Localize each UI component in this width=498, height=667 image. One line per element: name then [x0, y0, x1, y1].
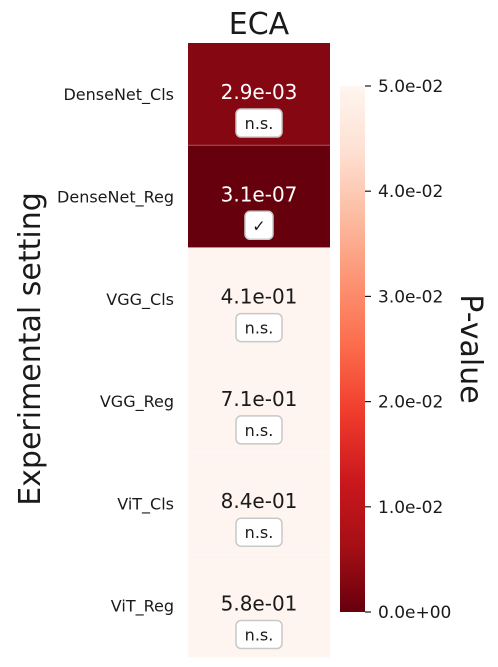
- colorbar-tick-label: 5.0e-02: [378, 77, 443, 97]
- colorbar-tick-label: 1.0e-02: [378, 498, 443, 518]
- colorbar-tick-label: 4.0e-02: [378, 182, 443, 202]
- cell-value-label: 2.9e-03: [221, 80, 298, 104]
- colorbar-tick-label: 3.0e-02: [378, 287, 443, 307]
- row-label: DenseNet_Reg: [57, 187, 174, 207]
- significance-badge: [235, 619, 283, 650]
- significance-badge: [235, 108, 283, 138]
- row-label: ViT_Reg: [111, 597, 174, 617]
- significance-badge-label: n.s.: [245, 523, 274, 542]
- significance-badge: [235, 517, 283, 547]
- significance-badge: [235, 415, 283, 445]
- row-labels: DenseNet_Cls DenseNet_Reg VGG_Cls VGG_Reg Vi…: [57, 85, 174, 617]
- significance-badge-label: n.s.: [245, 421, 274, 440]
- row-label: ViT_Cls: [117, 494, 174, 514]
- significance-badge: [235, 312, 283, 343]
- significance-badge-label: n.s.: [245, 319, 274, 338]
- row-label: VGG_Reg: [100, 392, 174, 412]
- colorbar: [340, 86, 365, 612]
- colorbar-ticks: 0.0e+00 1.0e-02 2.0e-02 3.0e-02 4.0e-02 5.0e-…: [365, 77, 451, 623]
- cell-value-label: 4.1e-01: [221, 285, 298, 309]
- significance-badge: [244, 210, 274, 241]
- significance-badge-label: ✓: [252, 216, 265, 235]
- row-label: VGG_Cls: [106, 290, 174, 310]
- cell-value-label: 5.8e-01: [221, 592, 298, 616]
- significance-badge-label: n.s.: [245, 114, 274, 133]
- colorbar-label: P-value: [453, 294, 488, 403]
- significance-badge-label: n.s.: [245, 626, 274, 645]
- colorbar-tick-label: 0.0e+00: [378, 603, 451, 623]
- cell-value-label: 8.4e-01: [221, 489, 298, 513]
- heatmap-cells: 2.9e-03 n.s. 3.1e-07 ✓ 4.1e-01 n.s. 7.1e-01 n.s…: [188, 43, 330, 658]
- cell-value-label: 3.1e-07: [221, 182, 298, 206]
- row-label: DenseNet_Cls: [63, 85, 174, 105]
- y-axis-label: Experimental setting: [13, 192, 48, 506]
- chart-title: ECA: [229, 7, 290, 42]
- colorbar-tick-label: 2.0e-02: [378, 393, 443, 413]
- cell-value-label: 7.1e-01: [221, 387, 298, 411]
